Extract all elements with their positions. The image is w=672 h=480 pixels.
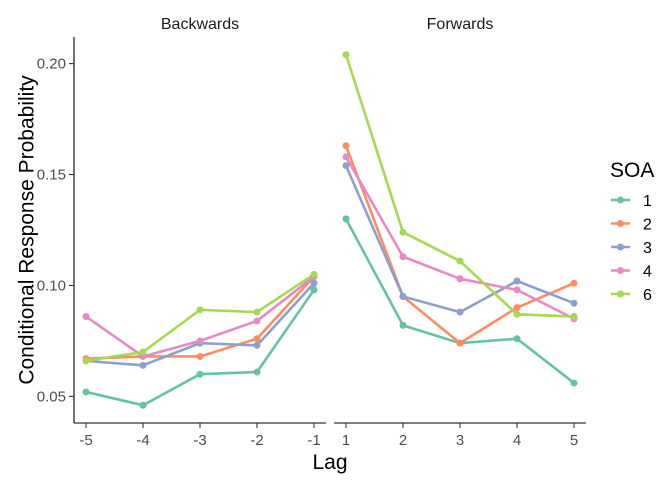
- data-point: [456, 275, 464, 283]
- data-point: [310, 279, 318, 287]
- data-point: [342, 51, 350, 59]
- y-tick-label: 0.10: [37, 277, 66, 294]
- data-point: [513, 304, 521, 312]
- data-point: [399, 321, 407, 329]
- legend-key-point: [617, 290, 624, 298]
- panel-label: Forwards: [427, 16, 494, 33]
- x-tick-label: -4: [136, 432, 149, 449]
- series-3: [342, 162, 578, 316]
- series-6: [342, 51, 578, 321]
- x-tick-label: 2: [399, 432, 407, 449]
- x-tick-label: -5: [79, 432, 92, 449]
- data-point: [82, 357, 90, 365]
- data-point: [196, 370, 204, 378]
- data-point: [342, 142, 350, 150]
- legend-label: 2: [643, 217, 652, 234]
- data-point: [513, 277, 521, 285]
- data-point: [139, 348, 147, 356]
- y-axis-title: Conditional Response Probability: [15, 75, 38, 385]
- x-tick-label: 1: [342, 432, 350, 449]
- series-1: [82, 286, 318, 409]
- data-point: [82, 388, 90, 396]
- x-tick-label: -1: [307, 432, 320, 449]
- data-point: [196, 337, 204, 345]
- x-tick-label: 5: [570, 432, 578, 449]
- legend-label: 4: [643, 264, 652, 281]
- legend-key-point: [617, 267, 624, 274]
- panel-label: Backwards: [161, 16, 239, 33]
- data-point: [82, 313, 90, 321]
- legend-item-1: 1: [611, 193, 652, 210]
- x-tick-label: -2: [250, 432, 263, 449]
- data-point: [513, 335, 521, 343]
- data-point: [399, 228, 407, 236]
- legend-key-point: [617, 220, 624, 227]
- data-point: [196, 352, 204, 360]
- data-point: [570, 279, 578, 287]
- y-axis: 0.05 0.10 0.15 0.20: [37, 37, 75, 423]
- panel-forwards: Forwards 1 2 3 4 5: [334, 16, 586, 449]
- data-point: [139, 401, 147, 409]
- data-point: [342, 215, 350, 223]
- data-point: [399, 253, 407, 261]
- data-point: [456, 339, 464, 347]
- y-tick-label: 0.15: [37, 167, 66, 184]
- legend-label: 1: [643, 193, 652, 210]
- legend-item-2: 2: [611, 217, 652, 234]
- data-point: [253, 317, 261, 325]
- y-tick-label: 0.05: [37, 388, 66, 405]
- series-6: [82, 270, 318, 365]
- legend-label: 6: [643, 287, 652, 304]
- data-point: [342, 153, 350, 161]
- x-axis-title: Lag: [312, 451, 347, 474]
- data-point: [139, 361, 147, 369]
- data-point: [456, 257, 464, 265]
- legend: SOA 1 2 3 4 6: [610, 159, 654, 304]
- data-point: [456, 308, 464, 316]
- data-point: [196, 306, 204, 314]
- y-tick-label: 0.20: [37, 56, 66, 73]
- panels: Backwards -5 -4 -3 -2 -1 Forwards 1 2 3 4 5: [74, 16, 586, 449]
- data-point: [310, 270, 318, 278]
- data-point: [570, 313, 578, 321]
- data-point: [513, 310, 521, 318]
- legend-key-point: [617, 243, 624, 251]
- data-point: [310, 286, 318, 294]
- x-tick-label: 3: [456, 432, 464, 449]
- data-point: [570, 379, 578, 387]
- x-tick-label: 4: [513, 432, 521, 449]
- legend-item-4: 4: [611, 264, 652, 281]
- data-point: [253, 335, 261, 343]
- data-point: [253, 341, 261, 349]
- data-point: [253, 368, 261, 376]
- x-tick-label: -3: [193, 432, 206, 449]
- data-point: [570, 299, 578, 307]
- data-point: [399, 293, 407, 301]
- series-line: [85, 273, 315, 363]
- legend-title: SOA: [610, 159, 654, 182]
- data-point: [513, 286, 521, 294]
- legend-label: 3: [643, 240, 652, 257]
- legend-item-6: 6: [611, 287, 652, 304]
- data-point: [253, 308, 261, 316]
- legend-key-point: [617, 196, 624, 204]
- panel-backwards: Backwards -5 -4 -3 -2 -1: [74, 16, 326, 449]
- data-point: [342, 162, 350, 170]
- legend-item-3: 3: [611, 240, 652, 257]
